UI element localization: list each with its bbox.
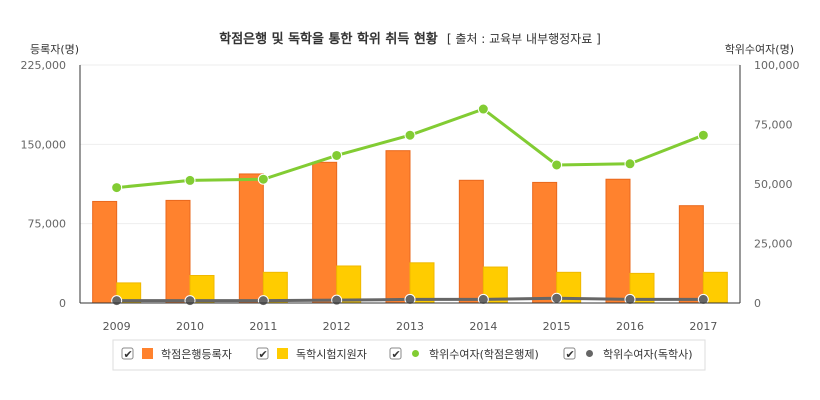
legend-item[interactable]: ✔ 학점은행등록자 [121, 347, 232, 361]
legend-item[interactable]: ✔ 학위수여자(학점은행제) [389, 347, 539, 361]
bar-credit-bank-registrants [92, 200, 118, 304]
point-degree-selfstudy [404, 293, 416, 305]
x-tick-label: 2011 [249, 320, 277, 333]
y-left-tick-label: 0 [59, 297, 66, 310]
point-degree-selfstudy [257, 295, 269, 307]
legend-item[interactable]: ✔ 학위수여자(독학사) [563, 347, 693, 361]
point-degree-credit-bank [331, 149, 343, 161]
legend-marker [412, 350, 419, 357]
legend-checkbox[interactable] [563, 347, 576, 360]
x-tick-label: 2015 [543, 320, 571, 333]
point-degree-selfstudy [331, 294, 343, 306]
bar-credit-bank-registrants [312, 161, 338, 304]
check-icon: ✔ [566, 348, 575, 361]
x-tick-label: 2014 [469, 320, 497, 333]
legend-checkbox[interactable] [389, 347, 402, 360]
y-right-tick-label: 75,000 [754, 119, 793, 132]
y-right-tick-label: 25,000 [754, 238, 793, 251]
point-degree-selfstudy [624, 293, 636, 305]
point-degree-credit-bank [697, 129, 709, 141]
bar-credit-bank-registrants [238, 173, 264, 304]
x-tick-label: 2009 [103, 320, 131, 333]
x-tick-label: 2016 [616, 320, 644, 333]
legend-box [112, 339, 706, 371]
point-degree-selfstudy [477, 293, 489, 305]
check-icon: ✔ [259, 348, 268, 361]
check-icon: ✔ [124, 348, 133, 361]
y-right-tick-label: 50,000 [754, 178, 793, 191]
legend-label: 학위수여자(독학사) [603, 348, 693, 361]
point-degree-credit-bank [111, 182, 123, 194]
y-right-tick-label: 100,000 [754, 59, 800, 72]
legend-marker [586, 350, 593, 357]
bar-credit-bank-registrants [385, 150, 411, 304]
legend-marker [277, 348, 288, 359]
legend-marker [142, 348, 153, 359]
bar-series [92, 150, 728, 304]
chart-title-group: 학점은행 및 독학을 통한 학위 취득 현황 [ 출처 : 교육부 내부행정자료… [219, 28, 601, 47]
legend: ✔ 학점은행등록자 ✔ 독학시험지원자 ✔ 학위수여자(학점은행제) ✔ 학위수여자(독학사) [112, 339, 706, 371]
legend-label: 학위수여자(학점은행제) [429, 348, 539, 361]
y-axis-left-label: 등록자(명) [30, 43, 79, 56]
legend-checkbox[interactable] [121, 347, 134, 360]
x-tick-label: 2012 [323, 320, 351, 333]
line-series [111, 103, 709, 307]
point-degree-selfstudy [184, 295, 196, 307]
point-degree-selfstudy [111, 295, 123, 307]
bar-credit-bank-registrants [165, 199, 191, 304]
y-right-tick-label: 0 [754, 297, 761, 310]
point-degree-credit-bank [184, 174, 196, 186]
x-tick-label: 2017 [689, 320, 717, 333]
point-degree-credit-bank [404, 129, 416, 141]
x-tick-label: 2010 [176, 320, 204, 333]
legend-checkbox[interactable] [256, 347, 269, 360]
bar-credit-bank-registrants [532, 181, 558, 304]
legend-label: 학점은행등록자 [161, 348, 232, 361]
legend-label: 독학시험지원자 [296, 348, 367, 361]
chart-subtitle: [ 출처 : 교육부 내부행정자료 ] [447, 31, 601, 46]
y-axis-right-label: 학위수여자(명) [725, 43, 794, 56]
chart-title: 학점은행 및 독학을 통한 학위 취득 현황 [219, 31, 438, 47]
point-degree-selfstudy [551, 292, 563, 304]
y-left-tick-label: 150,000 [21, 138, 67, 151]
y-left-tick-label: 75,000 [28, 218, 67, 231]
point-degree-credit-bank [624, 158, 636, 170]
y-left-tick-label: 225,000 [21, 59, 67, 72]
bar-credit-bank-registrants [458, 179, 484, 304]
point-degree-credit-bank [477, 103, 489, 115]
axes: 0 75,000 150,000 225,000 0 25,000 50,000 75,000… [21, 59, 800, 333]
point-degree-credit-bank [551, 159, 563, 171]
bar-credit-bank-registrants [605, 178, 631, 304]
point-degree-credit-bank [257, 173, 269, 185]
legend-item[interactable]: ✔ 독학시험지원자 [256, 347, 367, 361]
bar-credit-bank-registrants [678, 205, 704, 304]
x-tick-label: 2013 [396, 320, 424, 333]
point-degree-selfstudy [697, 293, 709, 305]
check-icon: ✔ [392, 348, 401, 361]
